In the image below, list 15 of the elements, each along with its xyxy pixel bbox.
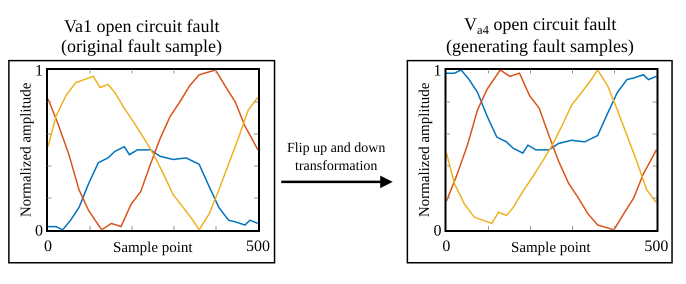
chart-title: V$_{a4}$ open circuit fault bbox=[464, 14, 616, 37]
x-tick-label: 500 bbox=[644, 238, 668, 255]
y-tick-label: 1 bbox=[433, 62, 442, 80]
chart-title: Va1 open circuit fault bbox=[64, 16, 220, 36]
chart-subtitle: (original fault sample) bbox=[61, 36, 222, 56]
x-axis-title: Sample point bbox=[511, 240, 592, 256]
chart-subtitle: (generating fault samples) bbox=[446, 36, 634, 56]
text: Flip up and down transformation bbox=[287, 141, 386, 174]
line-series bbox=[48, 146, 258, 230]
y-axis-title: Normalized amplitude bbox=[18, 82, 35, 218]
x-axis-title: Sample point bbox=[113, 240, 194, 256]
line-series bbox=[446, 70, 656, 154]
y-axis-title: Normalized amplitude bbox=[417, 82, 434, 218]
x-tick-label: 500 bbox=[246, 238, 270, 255]
y-tick-label: 1 bbox=[35, 62, 43, 80]
